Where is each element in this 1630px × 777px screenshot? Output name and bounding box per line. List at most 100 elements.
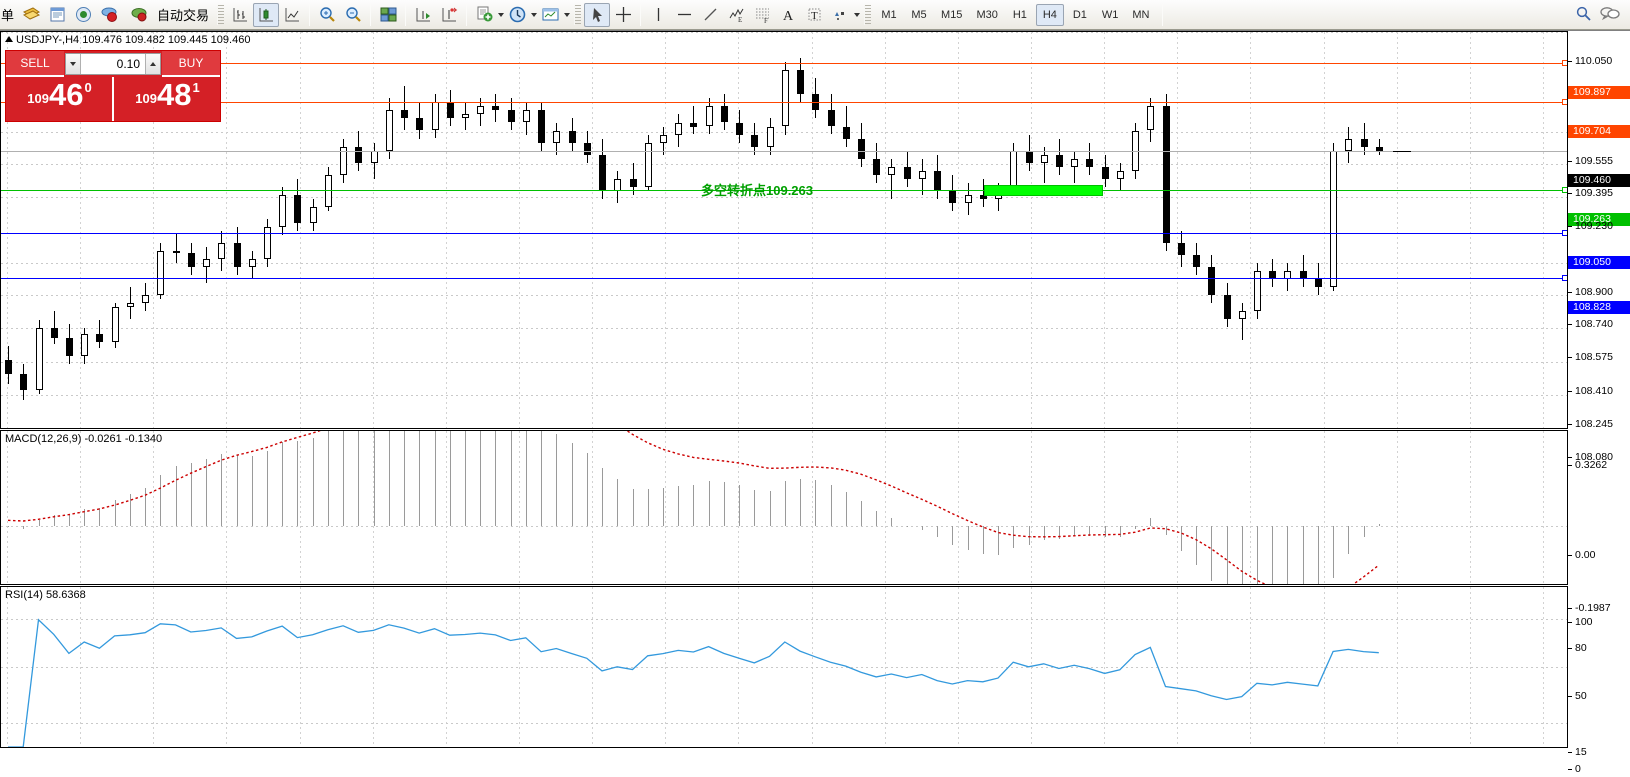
rsi-scale[interactable]: 100 80 50 15 0 — [1568, 616, 1630, 777]
macd-histogram-bar — [678, 485, 680, 526]
shapes-dropdown-icon[interactable] — [854, 12, 861, 17]
macd-scale[interactable]: 0.3262 0.00 -0.1987 — [1568, 460, 1630, 615]
level-line-support[interactable] — [1, 275, 1567, 281]
time-gridline — [446, 431, 447, 584]
new-order-icon[interactable] — [18, 3, 44, 27]
one-click-trading-panel[interactable]: SELL 0.10 BUY 109 46 0 109 48 1 — [5, 50, 221, 122]
candle-body — [857, 138, 865, 159]
timeframe-mn[interactable]: MN — [1132, 8, 1150, 21]
buy-price[interactable]: 109 48 1 — [112, 77, 220, 121]
price-gridline — [1, 362, 1567, 363]
period-dropdown-icon[interactable] — [531, 12, 538, 17]
level-line-last-price[interactable] — [1, 151, 1567, 152]
bar-chart-icon[interactable] — [227, 3, 253, 27]
price-scale[interactable]: 110.050 109.897 109.704 109.555 109.460 109.3… — [1568, 56, 1630, 463]
timeframe-m5[interactable]: M5 — [911, 8, 927, 21]
level-line-resistance[interactable] — [1, 99, 1567, 105]
price-badge-last-price[interactable]: 109.460 — [1568, 173, 1630, 187]
price-badge-resistance[interactable]: 109.704 — [1568, 124, 1630, 138]
volume-increase-button[interactable] — [145, 54, 160, 74]
price-badge-support[interactable]: 108.828 — [1568, 300, 1630, 314]
sell-price[interactable]: 109 46 0 — [6, 77, 112, 121]
candle-body — [1193, 255, 1200, 268]
templates-icon[interactable] — [537, 3, 563, 27]
trendline-icon[interactable] — [697, 3, 723, 27]
level-line-support[interactable] — [1, 230, 1567, 236]
macd-histogram-bar — [647, 489, 649, 527]
add-indicator-dropdown-icon[interactable] — [498, 12, 505, 17]
volume-decrease-button[interactable] — [66, 54, 81, 74]
add-indicator-icon[interactable] — [471, 3, 497, 27]
horizontal-line-icon[interactable] — [671, 3, 697, 27]
tile-windows-icon[interactable] — [375, 3, 401, 27]
text-label-icon[interactable]: A — [775, 3, 801, 27]
price-badge-support[interactable]: 109.050 — [1568, 256, 1630, 269]
order-menu-label[interactable]: 单 — [1, 8, 15, 23]
chart-window[interactable]: 多空转折点109.263 USDJPY-,H4 109.476 109.482 … — [0, 30, 1630, 777]
candlestick — [903, 32, 912, 428]
level-handle[interactable] — [1562, 275, 1567, 281]
timeframe-m15[interactable]: M15 — [941, 8, 963, 21]
volume-input[interactable]: 0.10 — [116, 57, 140, 71]
templates-dropdown-icon[interactable] — [564, 12, 571, 17]
time-gridline — [7, 32, 8, 428]
level-handle[interactable] — [1562, 60, 1567, 66]
timeframe-m1[interactable]: M1 — [881, 8, 897, 21]
macd-histogram-bar — [419, 431, 421, 527]
candle-wick — [845, 106, 847, 147]
timeframe-d1[interactable]: D1 — [1072, 8, 1087, 21]
buy-button[interactable]: BUY — [162, 51, 220, 77]
level-line-pivot[interactable] — [1, 187, 1567, 193]
candlestick-chart-icon[interactable] — [253, 2, 280, 27]
candle-body — [705, 106, 713, 127]
expert-advisor-icon[interactable] — [122, 3, 156, 27]
data-window-icon[interactable] — [44, 3, 70, 27]
cursor-icon[interactable] — [584, 2, 611, 27]
timeframe-h4[interactable]: H4 — [1035, 3, 1064, 26]
level-line-resistance[interactable] — [1, 60, 1567, 66]
macd-plot-area[interactable] — [1, 431, 1567, 584]
toolbar-grip[interactable] — [864, 4, 872, 25]
auto-scroll-icon[interactable] — [410, 3, 436, 27]
price-plot-area[interactable]: 多空转折点109.263 — [1, 32, 1567, 428]
level-handle[interactable] — [1562, 187, 1567, 193]
candlestick — [5, 32, 13, 428]
price-pane[interactable]: 多空转折点109.263 USDJPY-,H4 109.476 109.482 … — [0, 31, 1568, 429]
zoom-out-icon[interactable] — [340, 3, 366, 27]
candle-body — [96, 333, 104, 342]
chat-icon[interactable] — [1600, 5, 1620, 25]
level-handle[interactable] — [1562, 230, 1567, 236]
autotrade-label[interactable]: 自动交易 — [157, 8, 210, 23]
search-icon[interactable] — [1575, 5, 1592, 25]
sell-button[interactable]: SELL — [6, 51, 64, 77]
price-badge-resistance[interactable]: 109.897 — [1568, 85, 1630, 99]
pivot-zone-rectangle[interactable] — [984, 184, 1103, 196]
volume-stepper[interactable]: 0.10 — [65, 53, 161, 75]
timeframe-m30[interactable]: M30 — [976, 8, 998, 21]
navigator-icon[interactable] — [70, 3, 96, 27]
crosshair-icon[interactable] — [610, 3, 636, 27]
level-handle[interactable] — [1562, 99, 1567, 105]
timeframe-h1[interactable]: H1 — [1012, 8, 1027, 21]
fibonacci-icon[interactable]: F — [749, 3, 775, 27]
period-icon[interactable] — [504, 3, 530, 27]
timeframe-w1[interactable]: W1 — [1101, 8, 1119, 21]
macd-pane[interactable]: MACD(12,26,9) -0.0261 -0.1340 — [0, 430, 1568, 585]
line-chart-icon[interactable] — [279, 3, 305, 27]
vertical-line-icon[interactable] — [645, 3, 671, 27]
rsi-plot-area[interactable] — [1, 587, 1567, 747]
rsi-pane[interactable]: RSI(14) 58.6368 — [0, 586, 1568, 748]
elliott-wave-icon[interactable]: E — [723, 3, 749, 27]
candle-body — [294, 194, 302, 223]
toolbar-grip[interactable] — [217, 4, 225, 25]
shapes-icon[interactable] — [827, 3, 853, 27]
zoom-in-icon[interactable] — [314, 3, 340, 27]
text-object-icon[interactable]: T — [801, 3, 827, 27]
candle-body — [355, 146, 363, 163]
pivot-annotation-label[interactable]: 多空转折点109.263 — [701, 183, 813, 199]
candlestick — [705, 32, 714, 428]
price-badge-pivot[interactable]: 109.263 — [1568, 213, 1630, 227]
market-watch-icon[interactable] — [96, 3, 122, 27]
toolbar-grip[interactable] — [574, 4, 582, 25]
chart-shift-icon[interactable] — [436, 3, 462, 27]
